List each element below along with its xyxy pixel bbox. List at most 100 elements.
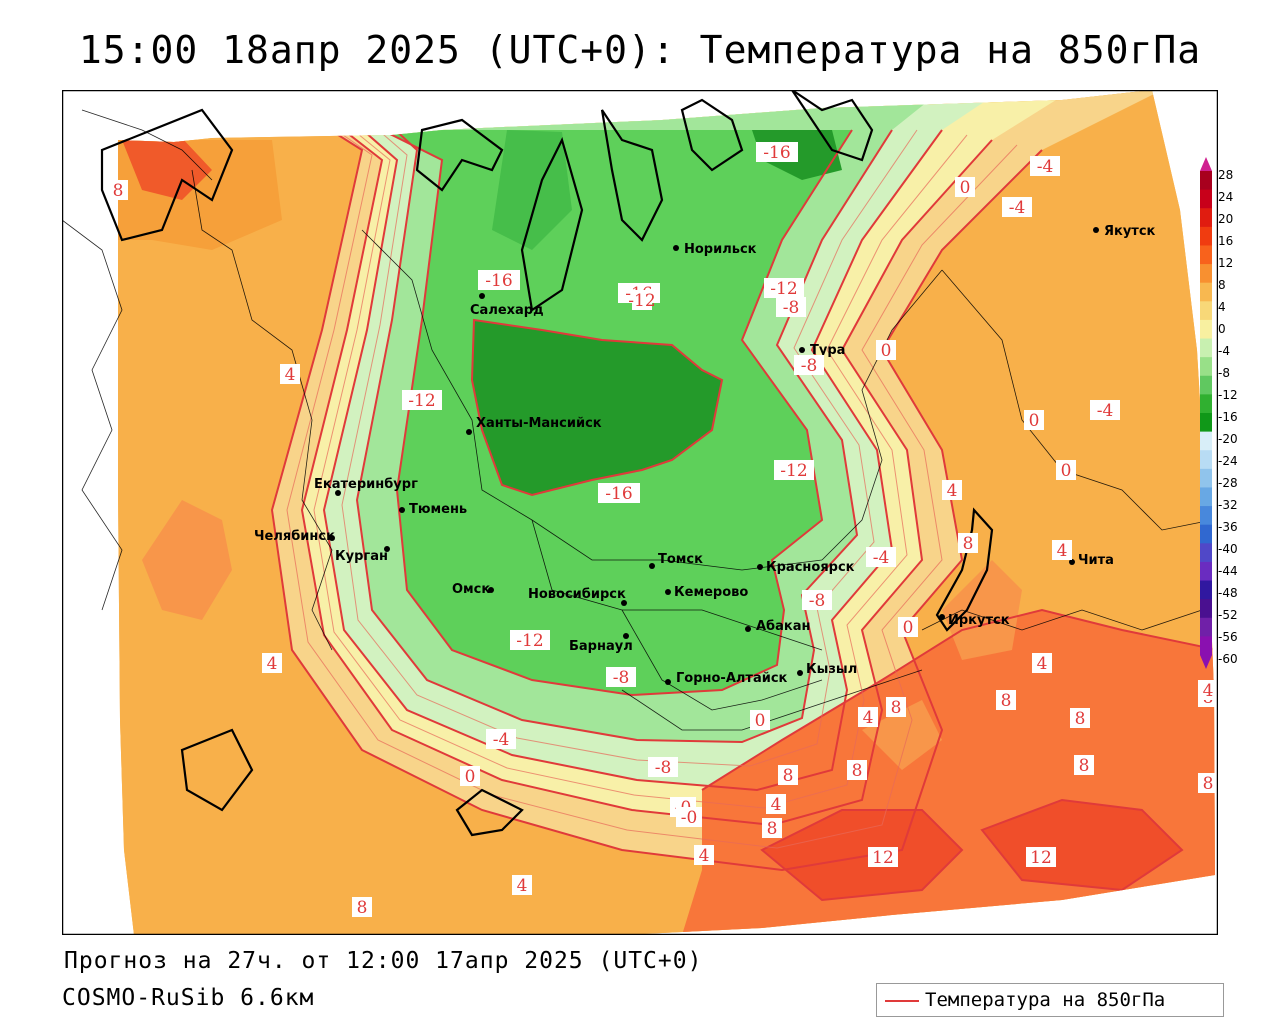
- svg-text:0: 0: [755, 711, 766, 731]
- colorbar-swatch: [1200, 319, 1212, 340]
- contour-label: 0: [460, 766, 480, 787]
- colorbar-swatch: [1200, 338, 1212, 358]
- city-omsk: Омск: [452, 582, 494, 597]
- contour-label: 4: [280, 364, 300, 385]
- svg-text:Иркутск: Иркутск: [948, 613, 1010, 628]
- svg-text:8: 8: [1075, 709, 1086, 729]
- colorbar-tick-label: 16: [1218, 234, 1233, 248]
- colorbar-swatch: [1200, 413, 1212, 433]
- city-tomsk: Томск: [649, 552, 703, 569]
- forecast-note: Прогноз на 27ч. от 12:00 17апр 2025 (UTC…: [64, 948, 703, 974]
- contour-label: -12: [774, 460, 814, 481]
- contour-label: 4: [766, 794, 786, 815]
- colorbar-tick-label: 12: [1218, 256, 1233, 270]
- color-scale-bar: 28 24 20 16 12 8 4 0 -4 -8 -12 -16 -20 -24 -28 -32 -36 -4…: [1200, 157, 1238, 669]
- svg-text:-4: -4: [1097, 401, 1114, 421]
- svg-text:-4: -4: [873, 548, 890, 568]
- temperature-fields: [118, 90, 1215, 935]
- colorbar-swatch: [1200, 599, 1212, 619]
- colorbar-swatch: [1200, 226, 1212, 246]
- contour-label: 4: [512, 875, 532, 896]
- svg-text:4: 4: [1037, 654, 1048, 674]
- svg-text:4: 4: [947, 481, 958, 501]
- svg-text:-12: -12: [408, 391, 435, 411]
- svg-text:Салехард: Салехард: [470, 303, 544, 318]
- colorbar-arrow-top: [1200, 157, 1212, 171]
- svg-text:-16: -16: [763, 143, 790, 163]
- city-yakutsk: Якутск: [1093, 224, 1156, 239]
- colorbar-swatch: [1200, 375, 1212, 395]
- contour-label: 8: [762, 818, 782, 839]
- colorbar-tick-label: -28: [1218, 476, 1238, 490]
- contour-label: 4: [694, 845, 714, 866]
- legend-line-swatch: [885, 1000, 919, 1002]
- svg-text:12: 12: [872, 848, 894, 868]
- contour-label: 0: [1056, 460, 1076, 481]
- colorbar-swatch: [1200, 394, 1212, 414]
- svg-text:Абакан: Абакан: [756, 619, 811, 634]
- svg-text:-8: -8: [613, 668, 630, 688]
- svg-text:8: 8: [113, 181, 124, 201]
- contour-label: 8: [1074, 755, 1094, 776]
- city-krasnoyarsk: Красноярск: [757, 560, 855, 575]
- svg-text:8: 8: [1203, 774, 1214, 794]
- contour-label: 8: [1198, 773, 1218, 794]
- city-markers: Салехард Норильск Якутск Тура Ханты-Манс…: [254, 224, 1156, 686]
- svg-text:8: 8: [852, 761, 863, 781]
- contour-label: 8: [847, 760, 867, 781]
- colorbar-tick-label: -60: [1218, 652, 1238, 666]
- svg-text:Красноярск: Красноярск: [766, 560, 855, 575]
- contour-label: 0: [876, 340, 896, 361]
- city-chita: Чита: [1069, 553, 1114, 568]
- contour-label: -8: [648, 757, 678, 778]
- contour-label: 12: [1026, 847, 1056, 868]
- contour-label: 0: [955, 177, 975, 198]
- svg-text:12: 12: [1030, 848, 1052, 868]
- svg-text:4: 4: [1057, 541, 1068, 561]
- colorbar-swatch: [1200, 636, 1212, 656]
- model-note: COSMO-RuSib 6.6км: [62, 985, 315, 1011]
- colorbar-tick-label: -40: [1218, 542, 1238, 556]
- city-abakan: Абакан: [745, 619, 811, 634]
- svg-text:Барнаул: Барнаул: [569, 639, 633, 654]
- svg-text:-8: -8: [809, 591, 826, 611]
- svg-text:-8: -8: [783, 298, 800, 318]
- contour-label: 8: [1070, 708, 1090, 729]
- svg-text:-12: -12: [770, 279, 797, 299]
- svg-text:4: 4: [517, 876, 528, 896]
- contour-label: 8: [886, 697, 906, 718]
- colorbar-tick-label: -4: [1218, 344, 1230, 358]
- contour-label: 8: [778, 765, 798, 786]
- contour-label: -8: [606, 667, 636, 688]
- legend-box: Температура на 850гПа: [876, 983, 1224, 1017]
- colorbar-swatch: [1200, 264, 1212, 284]
- contour-label: 4: [858, 707, 878, 728]
- svg-text:Тюмень: Тюмень: [409, 502, 467, 517]
- map-title: 15:00 18апр 2025 (UTC+0): Температура на…: [78, 28, 1202, 72]
- colorbar-tick-label: 8: [1218, 278, 1226, 292]
- svg-text:8: 8: [357, 898, 368, 918]
- city-barnaul: Барнаул: [569, 633, 633, 654]
- svg-text:8: 8: [783, 766, 794, 786]
- contour-label: 0: [898, 617, 918, 638]
- city-salekhard: Салехард: [470, 293, 544, 318]
- city-norilsk: Норильск: [673, 242, 757, 257]
- colorbar-tick-label: 4: [1218, 300, 1226, 314]
- colorbar-swatch: [1200, 617, 1212, 637]
- contour-label: 8: [352, 897, 372, 918]
- svg-text:-12: -12: [628, 291, 655, 311]
- svg-text:Горно-Алтайск: Горно-Алтайск: [676, 671, 788, 686]
- colorbar-tick-label: 24: [1218, 190, 1233, 204]
- colorbar-swatch: [1200, 524, 1212, 544]
- svg-text:4: 4: [1203, 681, 1214, 701]
- svg-text:Норильск: Норильск: [684, 242, 757, 257]
- colorbar-swatch: [1200, 357, 1212, 377]
- contour-label: -4: [1002, 197, 1032, 218]
- contour-label: -12: [402, 390, 442, 411]
- svg-text:-4: -4: [1009, 198, 1026, 218]
- colorbar-swatch: [1200, 487, 1212, 507]
- contour-label: -4: [486, 729, 516, 750]
- contour-label: 4: [942, 480, 962, 501]
- svg-text:Челябинск: Челябинск: [254, 529, 335, 544]
- city-tyumen: Тюмень: [399, 502, 467, 517]
